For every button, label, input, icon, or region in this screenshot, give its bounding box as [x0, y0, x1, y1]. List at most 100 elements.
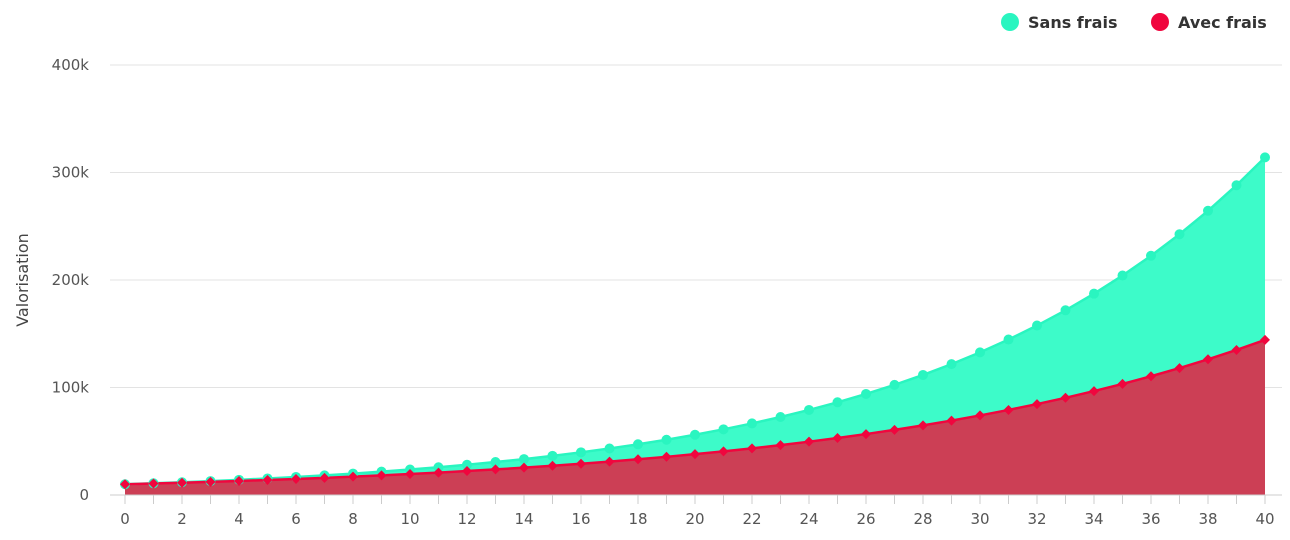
- data-point-avec-frais[interactable]: [832, 433, 843, 444]
- data-point-avec-frais[interactable]: [234, 475, 244, 486]
- data-point-sans-frais[interactable]: [1231, 180, 1242, 191]
- data-point-avec-frais[interactable]: [291, 473, 301, 484]
- series-areas: [125, 157, 1265, 495]
- data-point-sans-frais[interactable]: [1203, 205, 1213, 216]
- data-point-avec-frais[interactable]: [148, 478, 159, 489]
- data-point-sans-frais[interactable]: [661, 434, 672, 445]
- data-point-avec-frais[interactable]: [1117, 378, 1128, 389]
- data-point-avec-frais[interactable]: [775, 440, 786, 451]
- data-point-avec-frais[interactable]: [519, 462, 529, 473]
- data-point-avec-frais[interactable]: [1003, 404, 1014, 415]
- data-point-sans-frais[interactable]: [718, 424, 729, 435]
- data-point-avec-frais[interactable]: [1032, 399, 1042, 410]
- data-point-avec-frais[interactable]: [747, 443, 757, 454]
- data-point-avec-frais[interactable]: [861, 429, 871, 440]
- data-point-avec-frais[interactable]: [1174, 363, 1185, 374]
- data-point-avec-frais[interactable]: [319, 472, 330, 483]
- x-tick-label: 34: [1084, 510, 1103, 528]
- legend-item-sans-frais[interactable]: Sans frais: [1001, 13, 1117, 32]
- data-point-sans-frais[interactable]: [975, 347, 985, 358]
- data-point-sans-frais[interactable]: [1060, 305, 1071, 316]
- legend-label-avec-frais: Avec frais: [1178, 13, 1267, 32]
- data-point-sans-frais[interactable]: [804, 404, 814, 415]
- data-point-avec-frais[interactable]: [1060, 392, 1071, 403]
- data-point-sans-frais[interactable]: [1117, 270, 1128, 281]
- data-point-sans-frais[interactable]: [1003, 334, 1014, 345]
- data-point-avec-frais[interactable]: [918, 420, 928, 431]
- data-point-avec-frais[interactable]: [604, 456, 615, 467]
- data-point-sans-frais[interactable]: [604, 443, 615, 454]
- data-point-avec-frais[interactable]: [1260, 334, 1270, 345]
- data-point-avec-frais[interactable]: [462, 466, 472, 477]
- x-tick-label: 28: [913, 510, 932, 528]
- data-point-avec-frais[interactable]: [262, 474, 273, 485]
- data-point-avec-frais[interactable]: [975, 410, 985, 421]
- data-point-avec-frais[interactable]: [1089, 386, 1099, 397]
- y-axis-labels: 0 100k 200k 300k 400k: [52, 56, 90, 504]
- x-tick-label: 16: [571, 510, 590, 528]
- legend-item-avec-frais[interactable]: Avec frais: [1151, 13, 1267, 32]
- data-point-avec-frais[interactable]: [889, 424, 900, 435]
- data-point-avec-frais[interactable]: [576, 458, 586, 469]
- x-tick-label: 8: [348, 510, 358, 528]
- x-tick-label: 12: [457, 510, 476, 528]
- y-tick-label: 400k: [52, 56, 90, 74]
- x-tick-label: 24: [799, 510, 818, 528]
- data-point-avec-frais[interactable]: [547, 460, 558, 471]
- y-tick-label: 0: [79, 486, 89, 504]
- data-point-avec-frais[interactable]: [1231, 344, 1242, 355]
- data-point-sans-frais[interactable]: [1260, 152, 1270, 163]
- data-point-avec-frais[interactable]: [1203, 354, 1213, 365]
- data-point-sans-frais[interactable]: [889, 379, 900, 390]
- data-point-avec-frais[interactable]: [661, 451, 672, 462]
- data-point-avec-frais[interactable]: [804, 436, 814, 447]
- data-point-sans-frais[interactable]: [747, 418, 757, 429]
- x-tick-label: 36: [1141, 510, 1160, 528]
- x-tick-label: 40: [1255, 510, 1274, 528]
- data-point-sans-frais[interactable]: [576, 447, 586, 458]
- data-point-avec-frais[interactable]: [205, 476, 216, 487]
- data-point-avec-frais[interactable]: [633, 454, 643, 465]
- data-point-avec-frais[interactable]: [348, 471, 358, 482]
- data-point-sans-frais[interactable]: [1089, 288, 1099, 299]
- x-tick-label: 32: [1027, 510, 1046, 528]
- data-point-avec-frais[interactable]: [177, 477, 187, 488]
- area-avec-frais: [125, 339, 1265, 495]
- x-tick-label: 30: [970, 510, 989, 528]
- data-point-avec-frais[interactable]: [946, 415, 957, 426]
- data-point-avec-frais[interactable]: [1146, 371, 1156, 382]
- legend-label-sans-frais: Sans frais: [1028, 13, 1117, 32]
- series-markers[interactable]: [120, 152, 1270, 490]
- data-point-sans-frais[interactable]: [633, 439, 643, 450]
- data-point-sans-frais[interactable]: [433, 462, 444, 473]
- data-point-sans-frais[interactable]: [1146, 250, 1156, 261]
- data-point-avec-frais[interactable]: [376, 470, 387, 481]
- x-tick-label: 4: [234, 510, 244, 528]
- data-point-avec-frais[interactable]: [690, 449, 700, 460]
- data-point-sans-frais[interactable]: [462, 459, 472, 470]
- data-point-avec-frais[interactable]: [120, 479, 130, 490]
- data-point-sans-frais[interactable]: [775, 411, 786, 422]
- data-point-avec-frais[interactable]: [433, 467, 444, 478]
- x-axis: 0 2 4 6 8 10 12 14 16 18 20 22 24 26 28 30 32 34 36 38 40: [110, 494, 1282, 528]
- data-point-sans-frais[interactable]: [547, 450, 558, 461]
- data-point-sans-frais[interactable]: [1032, 320, 1042, 331]
- data-point-sans-frais[interactable]: [832, 397, 843, 408]
- data-point-avec-frais[interactable]: [490, 464, 501, 475]
- data-point-avec-frais[interactable]: [718, 446, 729, 457]
- data-point-sans-frais[interactable]: [690, 429, 700, 440]
- data-point-sans-frais[interactable]: [918, 369, 928, 380]
- legend-symbol-avec-frais: [1151, 13, 1169, 31]
- data-point-sans-frais[interactable]: [1174, 229, 1185, 240]
- x-tick-label: 6: [291, 510, 301, 528]
- data-point-sans-frais[interactable]: [861, 388, 871, 399]
- x-tick-label: 2: [177, 510, 187, 528]
- data-point-sans-frais[interactable]: [490, 457, 501, 468]
- data-point-sans-frais[interactable]: [519, 454, 529, 465]
- x-tick-label: 38: [1198, 510, 1217, 528]
- data-point-sans-frais[interactable]: [946, 359, 957, 370]
- markers-avec-frais[interactable]: [120, 334, 1270, 490]
- data-point-avec-frais[interactable]: [405, 469, 415, 480]
